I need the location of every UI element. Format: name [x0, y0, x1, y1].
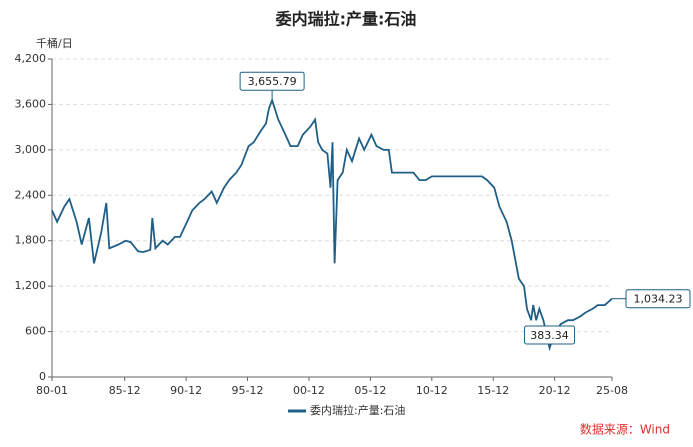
annotation-label: 3,655.79 — [248, 75, 297, 88]
x-tick-label: 80-01 — [36, 384, 68, 397]
annotation-label: 1,034.23 — [634, 293, 683, 306]
y-tick-label: 1,200 — [15, 279, 47, 292]
source: 数据来源：Wind — [580, 422, 670, 437]
x-tick-label: 25-08 — [596, 384, 628, 397]
y-tick-label: 2,400 — [15, 188, 47, 201]
x-tick-label: 10-12 — [416, 384, 448, 397]
y-tick-label: 3,600 — [15, 97, 47, 110]
y-tick-label: 1,800 — [15, 234, 47, 247]
chart-title: 委内瑞拉:产量:石油 — [275, 10, 417, 29]
x-tick-label: 95-12 — [232, 384, 264, 397]
annotation-box — [524, 325, 576, 345]
y-tick-label: 3,000 — [15, 143, 47, 156]
legend-label: 委内瑞拉:产量:石油 — [310, 403, 405, 417]
y-tick-label: 600 — [25, 325, 46, 338]
y-tick-label: 0 — [39, 370, 46, 383]
annotation-label: 383.34 — [530, 329, 569, 342]
annotation-box — [239, 71, 305, 91]
x-tick-label: 15-12 — [477, 384, 509, 397]
y-tick-label: 4,200 — [15, 52, 47, 65]
x-tick-label: 85-12 — [109, 384, 141, 397]
y-unit: 千桶/日 — [36, 36, 73, 50]
x-tick-label: 90-12 — [170, 384, 202, 397]
annotation-box — [625, 289, 691, 309]
x-tick-label: 05-12 — [354, 384, 386, 397]
x-tick-label: 20-12 — [539, 384, 571, 397]
x-tick-label: 00-12 — [293, 384, 325, 397]
data-line — [51, 97, 613, 352]
